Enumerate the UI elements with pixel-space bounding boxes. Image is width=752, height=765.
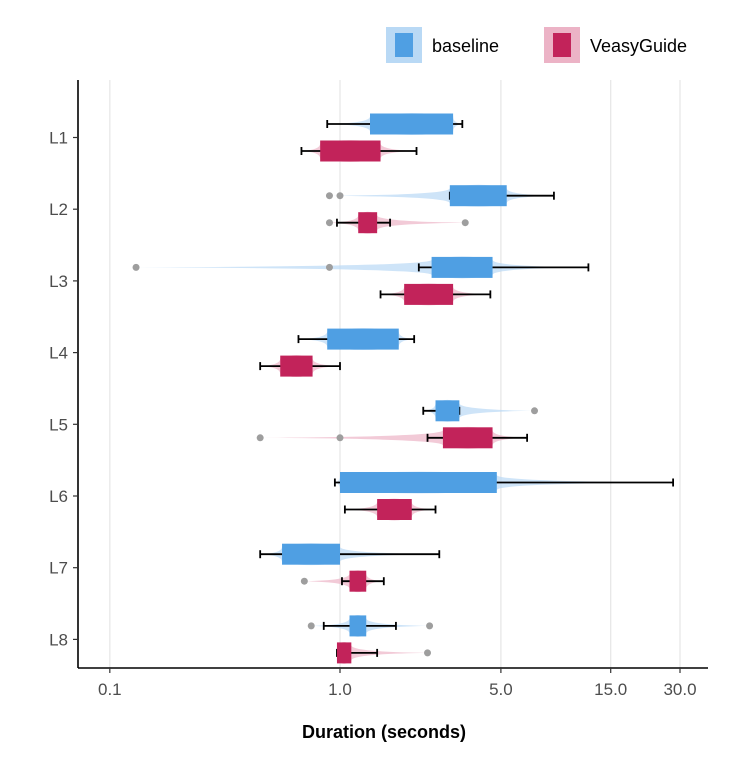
y-tick-label-l5: L5 [49,415,68,434]
outlier-point [132,263,140,271]
outlier-point [307,622,315,630]
box-baseline-l6 [340,472,497,493]
outlier-point [531,407,539,415]
x-tick-labels: 0.1 1.0 5.0 15.0 30.0 [98,668,697,699]
y-tick-label-l8: L8 [49,630,68,649]
outlier-layer [132,192,539,657]
outlier-point [426,622,434,630]
box-baseline-l2 [449,185,507,207]
legend-label-baseline: baseline [432,36,499,56]
box-veasyguide-l2 [358,212,378,234]
box-baseline-l8 [349,615,367,637]
y-tick-label-l7: L7 [49,559,68,578]
x-axis-title: Duration (seconds) [302,722,466,742]
x-tick-label: 15.0 [594,680,627,699]
outlier-point [336,434,344,442]
box-baseline-l1 [369,113,454,135]
outlier-point [256,434,264,442]
x-tick-label: 0.1 [98,680,122,699]
y-tick-label-l2: L2 [49,200,68,219]
axes-layer [77,80,708,669]
outlier-point [424,649,432,657]
box-baseline-l7 [282,543,340,565]
x-tick-label: 1.0 [328,680,352,699]
box-baseline-l3 [431,256,493,278]
box-veasyguide-l7 [349,570,367,592]
legend-swatch-baseline [395,33,413,57]
outlier-point [461,219,469,227]
y-tick-label-l6: L6 [49,487,68,506]
box-veasyguide-l1 [320,140,381,162]
legend: baseline VeasyGuide [386,27,687,63]
x-tick-label: 5.0 [489,680,513,699]
y-tick-label-l4: L4 [49,344,68,363]
outlier-point [325,263,333,271]
outlier-point [325,219,333,227]
box-baseline-l5 [435,400,460,422]
box-veasyguide-l6 [377,499,412,520]
outlier-point [325,192,333,200]
y-tick-labels: L1 L2 L3 L4 L5 L6 L7 L8 [49,129,78,649]
box-baseline-l4 [327,328,399,350]
legend-swatch-veasyguide [553,33,571,57]
box-veasyguide-l5 [442,427,493,449]
y-tick-label-l1: L1 [49,129,68,148]
grid-layer [109,80,681,668]
box-veasyguide-l4 [280,355,313,377]
legend-label-veasyguide: VeasyGuide [590,36,687,56]
violin-layer [136,113,674,664]
y-tick-label-l3: L3 [49,272,68,291]
outlier-point [300,577,308,585]
box-veasyguide-l3 [404,283,454,305]
box-veasyguide-l8 [336,642,352,664]
outlier-point [336,192,344,200]
box-layer [280,113,507,664]
x-tick-label: 30.0 [663,680,696,699]
violin-veasyguide-l8 [336,641,428,664]
